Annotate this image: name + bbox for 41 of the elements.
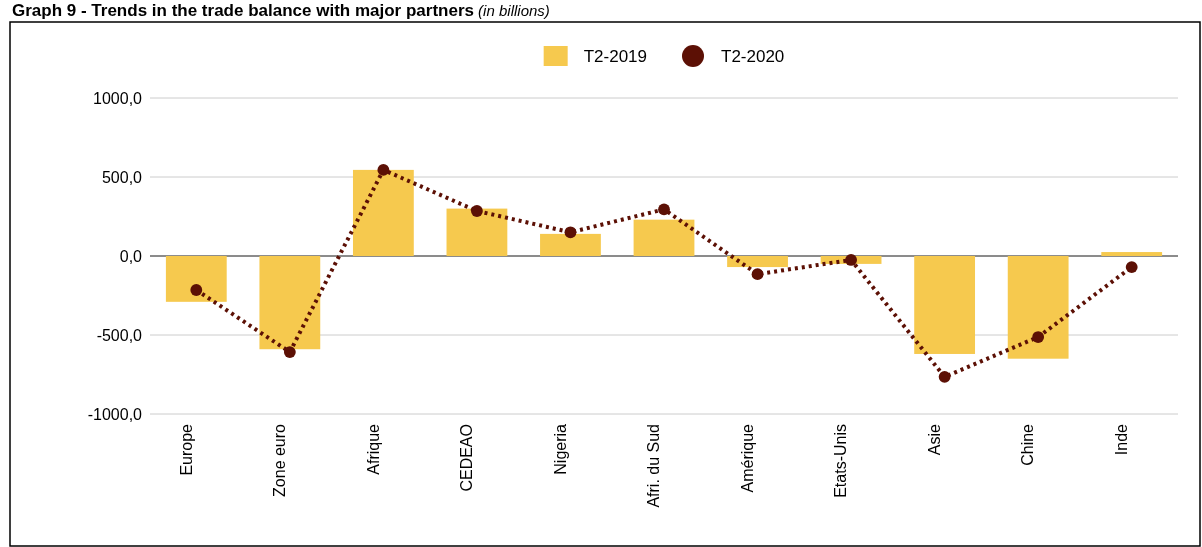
bar bbox=[352, 169, 414, 256]
point bbox=[1032, 331, 1045, 343]
y-tick-label: -500,0 bbox=[96, 326, 143, 344]
legend-label: T2-2020 bbox=[721, 47, 785, 66]
point bbox=[564, 226, 577, 239]
bar bbox=[540, 233, 601, 256]
x-tick-label: Europe bbox=[177, 423, 195, 476]
x-tick-label: CEDEAO bbox=[458, 424, 476, 492]
x-tick-label: Inde bbox=[1112, 423, 1130, 456]
chart-subtitle: (in billions) bbox=[473, 2, 550, 19]
y-tick-label: 0,0 bbox=[119, 247, 143, 265]
legend-label: T2-2019 bbox=[583, 47, 647, 66]
bar bbox=[259, 256, 321, 350]
x-tick-label: Afrique bbox=[364, 423, 382, 475]
point bbox=[751, 268, 764, 281]
x-tick-label: Etats-Unis bbox=[832, 424, 850, 498]
bar bbox=[165, 256, 227, 302]
point bbox=[845, 254, 857, 266]
x-tick-label: Amérique bbox=[738, 423, 756, 493]
bar bbox=[633, 219, 695, 256]
point bbox=[938, 370, 951, 383]
point bbox=[190, 284, 203, 296]
bar bbox=[727, 256, 788, 268]
x-tick-label: Chine bbox=[1019, 423, 1037, 466]
y-tick-label: -1000,0 bbox=[87, 405, 143, 423]
point bbox=[471, 205, 483, 217]
point bbox=[377, 163, 390, 176]
bar bbox=[1101, 252, 1163, 256]
y-tick-label: 1000,0 bbox=[93, 89, 143, 107]
x-tick-label: Asie bbox=[925, 423, 943, 456]
point bbox=[1125, 261, 1138, 273]
bar bbox=[446, 208, 508, 256]
bar bbox=[1007, 256, 1069, 359]
y-tick-label: 500,0 bbox=[101, 168, 143, 186]
bar bbox=[914, 256, 976, 354]
x-tick-label: Zone euro bbox=[271, 423, 289, 497]
x-tick-label: Nigeria bbox=[551, 423, 569, 475]
point bbox=[658, 203, 670, 216]
point bbox=[283, 346, 296, 358]
x-tick-label: Afri. du Sud bbox=[645, 424, 663, 508]
chart-title: Graph 9 - Trends in the trade balance with major partners bbox=[12, 1, 474, 20]
